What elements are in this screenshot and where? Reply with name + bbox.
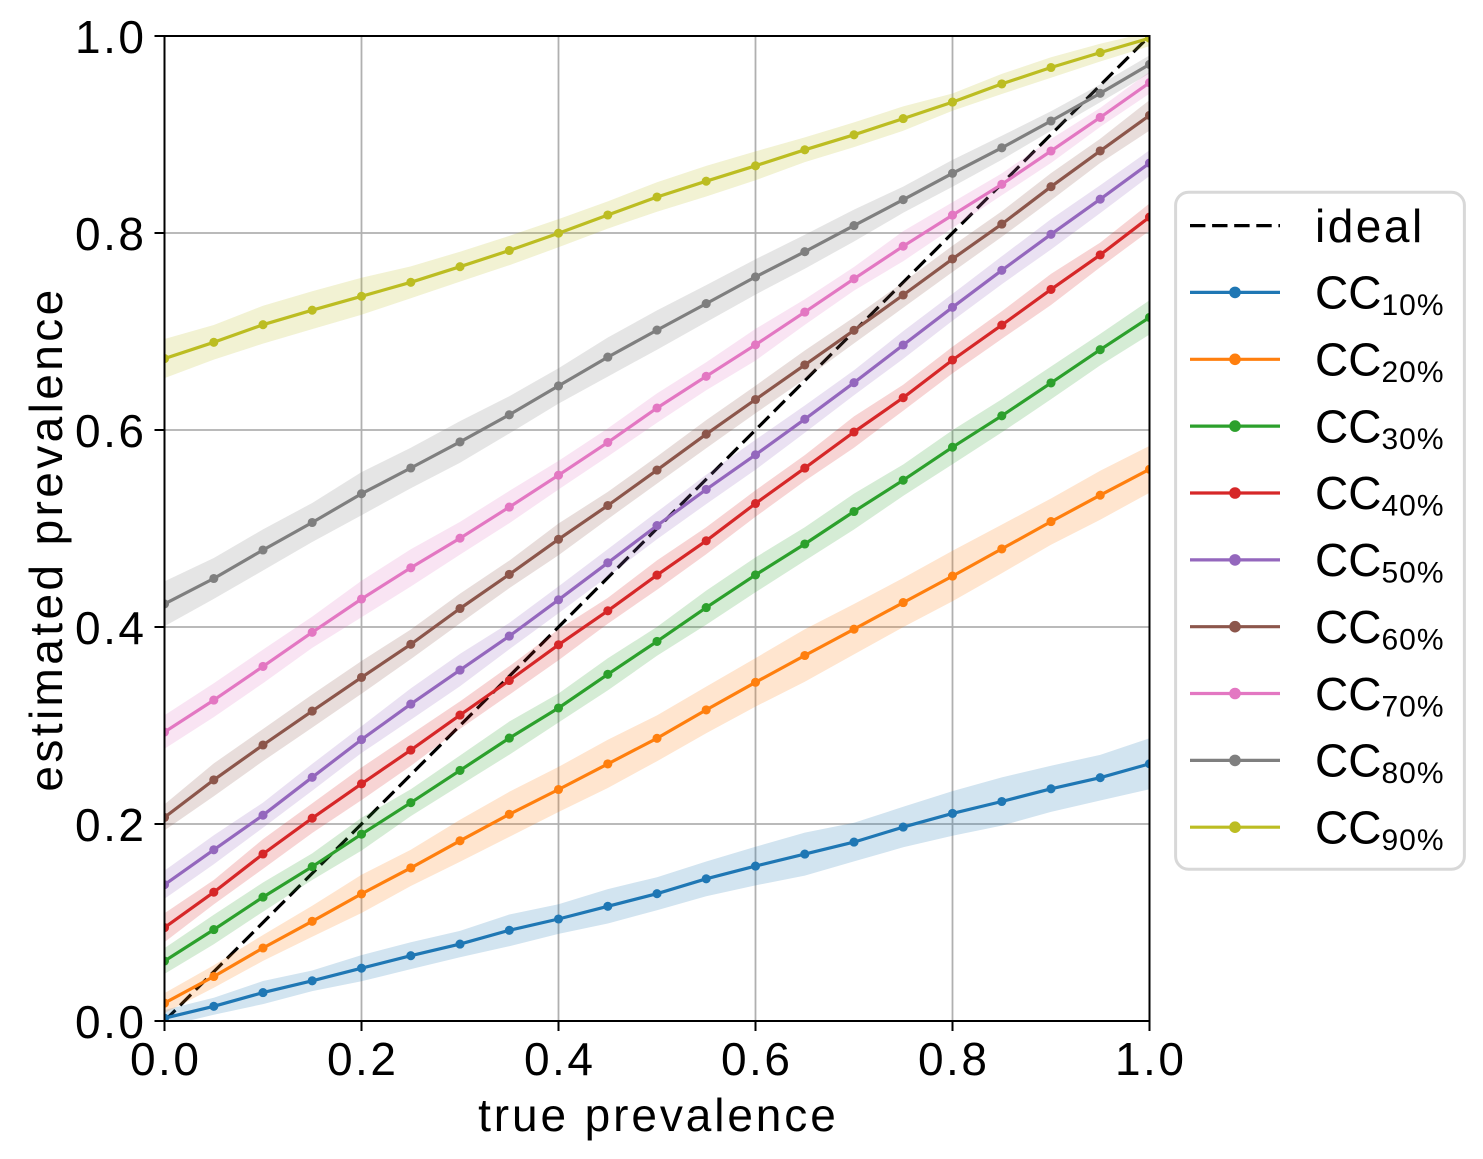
svg-text:0.6: 0.6 xyxy=(75,405,146,457)
svg-text:CC30%: CC30% xyxy=(1315,400,1445,456)
svg-text:0.0: 0.0 xyxy=(130,1033,201,1085)
svg-text:CC40%: CC40% xyxy=(1315,467,1445,523)
svg-text:1.0: 1.0 xyxy=(1115,1033,1186,1085)
svg-text:0.4: 0.4 xyxy=(75,602,146,654)
svg-text:CC70%: CC70% xyxy=(1315,668,1445,724)
svg-text:1.0: 1.0 xyxy=(75,11,146,63)
svg-text:ideal: ideal xyxy=(1315,200,1425,252)
svg-text:estimated prevalence: estimated prevalence xyxy=(20,286,72,791)
svg-text:0.8: 0.8 xyxy=(75,208,146,260)
svg-text:0.4: 0.4 xyxy=(524,1033,595,1085)
svg-text:0.2: 0.2 xyxy=(75,799,146,851)
svg-text:true prevalence: true prevalence xyxy=(478,1089,839,1141)
svg-text:CC20%: CC20% xyxy=(1315,334,1445,390)
svg-text:0.2: 0.2 xyxy=(327,1033,398,1085)
svg-text:0.6: 0.6 xyxy=(721,1033,792,1085)
svg-text:0.0: 0.0 xyxy=(75,996,146,1048)
svg-text:0.8: 0.8 xyxy=(918,1033,989,1085)
